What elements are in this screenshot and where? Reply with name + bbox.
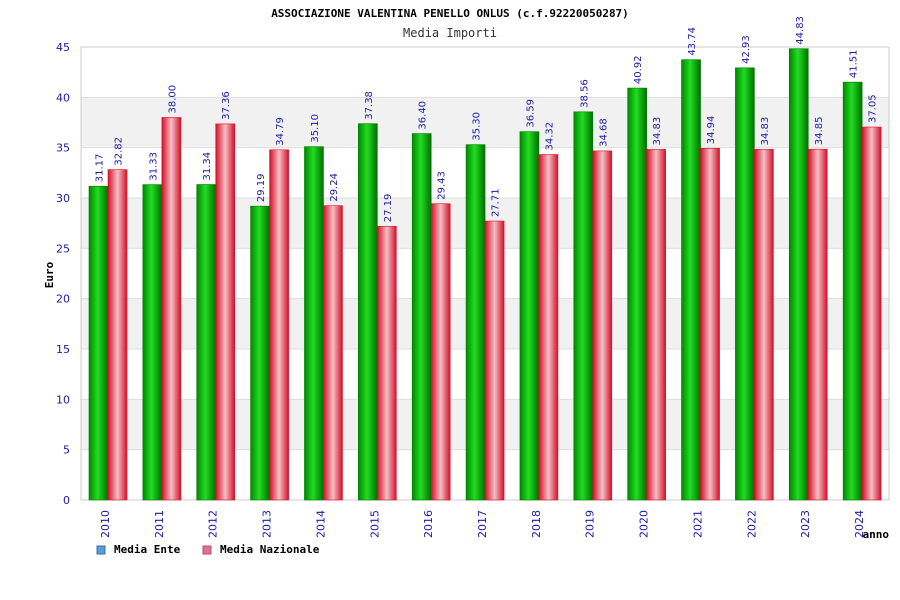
x-tick-label: 2019 [584, 510, 597, 538]
bar-media-ente [411, 133, 432, 501]
x-tick-label: 2016 [422, 510, 435, 538]
data-label: 31.17 [95, 154, 106, 183]
bar-media-nazionale [269, 149, 289, 501]
chart-title: ASSOCIAZIONE VALENTINA PENELLO ONLUS (c.… [271, 7, 629, 20]
y-axis-ticks: 0 5 10 15 20 25 30 35 40 45 [56, 41, 70, 507]
y-tick-label: 25 [56, 242, 70, 255]
data-label: 29.43 [437, 171, 448, 200]
bar-media-ente [250, 205, 270, 501]
data-label: 27.71 [491, 188, 502, 217]
data-label: 34.94 [706, 116, 717, 145]
bar-media-ente [842, 81, 863, 501]
bar-media-nazionale [538, 154, 559, 501]
x-tick-label: 2017 [476, 510, 489, 538]
bar-media-ente [681, 59, 701, 501]
bar-media-nazionale [107, 169, 128, 501]
bar-media-ente [196, 184, 217, 501]
y-tick-label: 5 [63, 444, 70, 457]
x-tick-label: 2013 [261, 510, 274, 538]
chart-subtitle: Media Importi [403, 26, 497, 40]
bar-media-ente [88, 185, 109, 501]
bar-media-nazionale [700, 147, 720, 501]
bar-media-nazionale [430, 203, 451, 501]
data-label: 36.59 [525, 99, 536, 128]
y-axis-label: Euro [43, 261, 56, 288]
bar-media-ente [358, 123, 378, 501]
bar-media-ente [788, 48, 809, 501]
x-tick-label: 2012 [207, 510, 220, 538]
legend-label-nazionale: Media Nazionale [220, 543, 320, 556]
x-axis-ticks: 2010 2011 2012 2013 2014 2015 2016 2017 2018 2019… [99, 510, 866, 538]
data-label: 37.36 [221, 91, 232, 120]
bar-media-ente [573, 111, 594, 501]
x-axis-label: anno [863, 528, 890, 541]
bar-media-nazionale [861, 126, 882, 501]
data-label: 34.83 [652, 117, 663, 146]
bar-media-ente [304, 146, 324, 501]
bar-media-nazionale [807, 148, 828, 501]
y-tick-label: 15 [56, 343, 70, 356]
x-tick-label: 2020 [638, 510, 651, 538]
x-tick-label: 2015 [368, 510, 381, 538]
x-tick-label: 2023 [799, 510, 812, 538]
legend-swatch-nazionale [202, 545, 212, 555]
x-tick-label: 2021 [691, 510, 704, 538]
data-label: 42.93 [741, 35, 752, 64]
legend: Media Ente Media Nazionale [96, 543, 320, 556]
x-tick-label: 2011 [153, 510, 166, 538]
bar-media-nazionale [646, 149, 666, 501]
data-label: 34.79 [275, 117, 286, 146]
data-label: 35.30 [472, 112, 483, 141]
bar-media-ente [519, 131, 540, 501]
y-tick-label: 45 [56, 41, 70, 54]
bar-media-ente [142, 184, 163, 501]
bar-media-nazionale [161, 117, 182, 501]
legend-swatch-ente [96, 545, 106, 555]
data-label: 36.40 [418, 101, 429, 130]
y-tick-label: 0 [63, 494, 70, 507]
x-tick-label: 2024 [853, 510, 866, 538]
data-label: 27.19 [383, 194, 394, 223]
data-label: 31.34 [202, 152, 213, 181]
bar-media-ente [627, 87, 647, 501]
y-tick-label: 35 [56, 142, 70, 155]
data-label: 32.82 [114, 137, 125, 166]
x-tick-label: 2018 [530, 510, 543, 538]
y-tick-label: 30 [56, 192, 70, 205]
legend-label-ente: Media Ente [114, 543, 181, 556]
data-label: 34.85 [814, 117, 825, 146]
bars [88, 48, 882, 501]
data-label: 29.24 [329, 173, 340, 202]
y-tick-label: 20 [56, 293, 70, 306]
bar-media-nazionale [377, 225, 397, 501]
data-label: 37.38 [364, 91, 375, 120]
value-labels: 31.17 32.82 31.33 38.00 31.34 37.36 29.19 34.79… [95, 16, 879, 222]
data-label: 34.83 [760, 117, 771, 146]
x-tick-label: 2022 [745, 510, 758, 538]
x-tick-label: 2010 [99, 510, 112, 538]
data-label: 43.74 [687, 27, 698, 56]
bar-media-nazionale [754, 149, 774, 501]
data-label: 41.51 [849, 49, 860, 78]
data-label: 44.83 [795, 16, 806, 45]
data-label: 29.19 [256, 174, 267, 203]
data-label: 31.33 [148, 152, 159, 181]
data-label: 34.32 [544, 122, 555, 151]
data-label: 40.92 [633, 55, 644, 84]
bar-media-nazionale [215, 123, 236, 501]
y-tick-label: 10 [56, 393, 70, 406]
bar-media-ente [465, 144, 486, 501]
data-label: 38.56 [579, 79, 590, 108]
data-label: 34.68 [598, 118, 609, 147]
bar-media-ente [735, 67, 755, 501]
x-tick-label: 2014 [314, 510, 327, 538]
y-tick-label: 40 [56, 91, 70, 104]
data-label: 35.10 [310, 114, 321, 143]
data-label: 37.05 [868, 94, 879, 123]
bar-media-nazionale [484, 220, 505, 501]
bar-media-nazionale [323, 205, 343, 501]
bar-media-nazionale [592, 150, 613, 501]
data-label: 38.00 [167, 85, 178, 114]
